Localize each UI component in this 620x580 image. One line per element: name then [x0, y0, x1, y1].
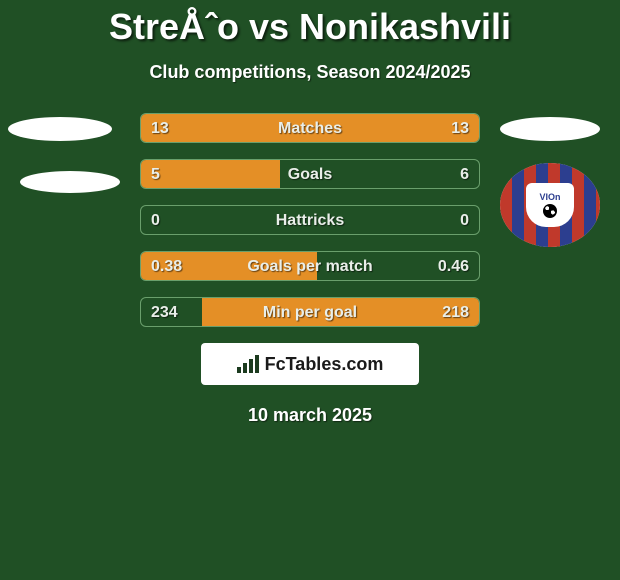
stat-bars: 1313Matches 56Goals 00Hattricks 0.380.46Goa… — [140, 113, 480, 327]
season-subtitle: Club competitions, Season 2024/2025 — [0, 62, 620, 83]
left-team-badge-2 — [20, 171, 120, 193]
stat-label: Goals — [141, 160, 479, 189]
stat-row: 0.380.46Goals per match — [140, 251, 480, 281]
stat-row: 234218Min per goal — [140, 297, 480, 327]
crest-shield: VIOn — [526, 183, 574, 227]
left-team-badge-1 — [8, 117, 112, 141]
stat-label: Min per goal — [141, 298, 479, 327]
brand-box[interactable]: FcTables.com — [201, 343, 419, 385]
brand-text: FcTables.com — [265, 354, 384, 375]
stat-label: Matches — [141, 114, 479, 143]
stat-row: 00Hattricks — [140, 205, 480, 235]
stat-row: 1313Matches — [140, 113, 480, 143]
comparison-area: VIOn 1313Matches 56Goals 00Hattricks 0.380.… — [0, 113, 620, 426]
crest-text: VIOn — [539, 192, 560, 202]
stat-label: Goals per match — [141, 252, 479, 281]
page-title: StreÅˆo vs Nonikashvili — [0, 0, 620, 48]
snapshot-date: 10 march 2025 — [0, 405, 620, 426]
soccer-ball-icon — [543, 204, 557, 218]
stat-row: 56Goals — [140, 159, 480, 189]
stat-label: Hattricks — [141, 206, 479, 235]
right-team-badge-top — [500, 117, 600, 141]
bar-chart-icon — [237, 355, 259, 373]
right-team-crest: VIOn — [500, 163, 600, 247]
